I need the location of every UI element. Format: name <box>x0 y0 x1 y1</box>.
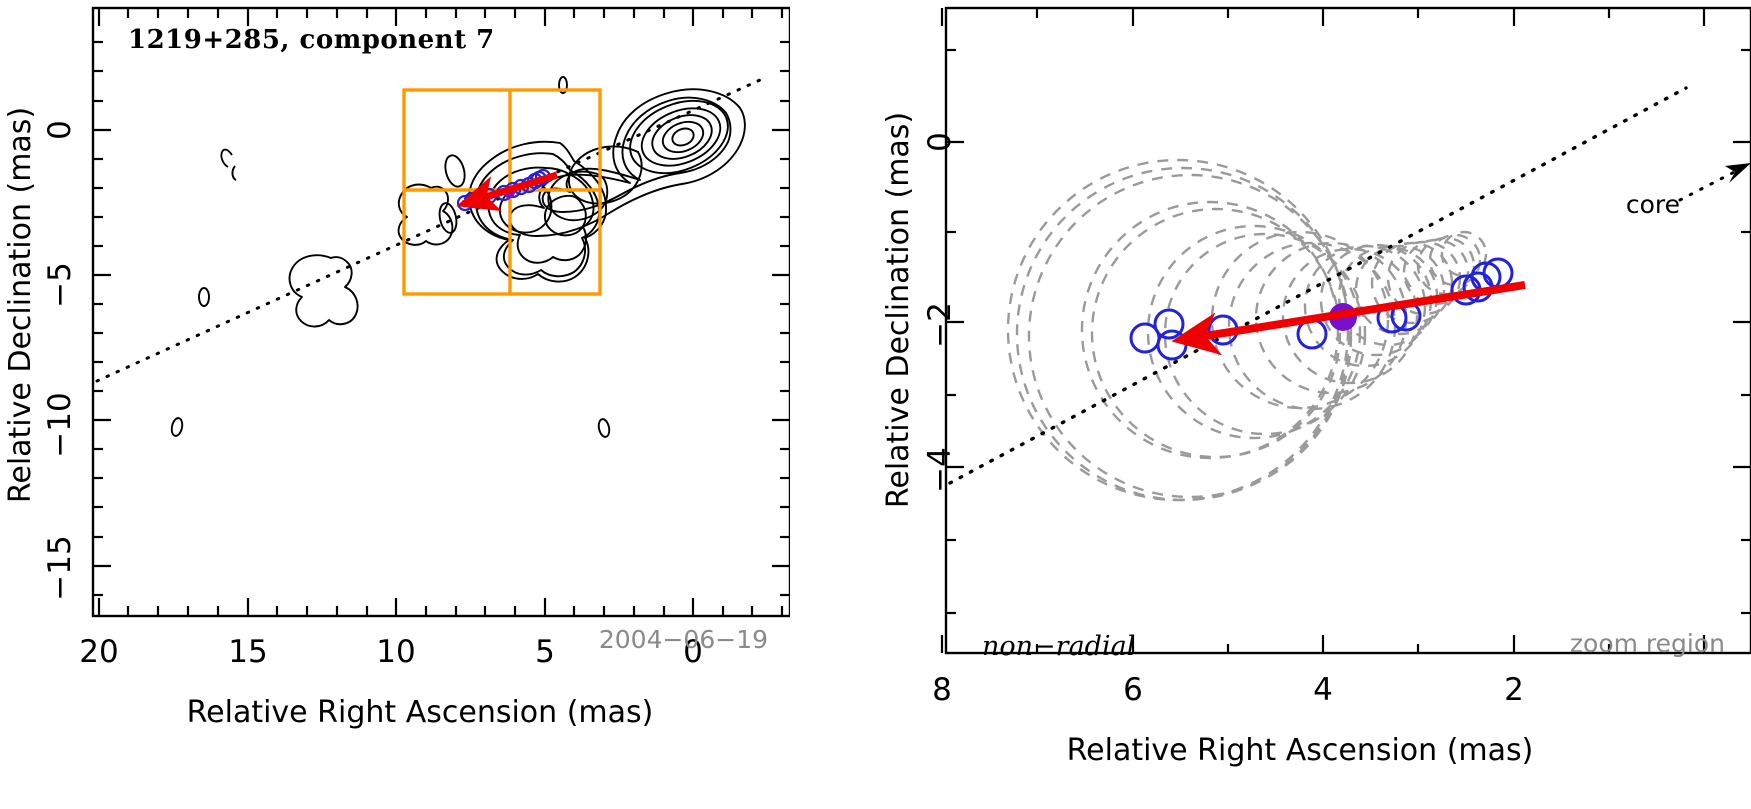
left-xtick-20: 20 <box>79 634 118 670</box>
right-y-axis-label: Relative Declination (mas) <box>881 112 916 508</box>
right-plot-frame <box>944 6 1751 655</box>
right-ytick-m2: −2 <box>922 302 958 348</box>
right-xtick-6: 6 <box>1123 672 1143 708</box>
left-xtick-10: 10 <box>376 634 415 670</box>
right-x-axis-label: Relative Right Ascension (mas) <box>1067 733 1534 768</box>
left-ytick-m5: −5 <box>42 262 78 308</box>
right-xtick-4: 4 <box>1313 672 1333 708</box>
left-ytick-m15: −15 <box>42 535 78 600</box>
left-x-axis-label: Relative Right Ascension (mas) <box>187 695 654 730</box>
left-plot-frame <box>91 6 790 618</box>
radio-contours <box>170 76 746 438</box>
left-y-axis-label: Relative Declination (mas) <box>3 107 38 503</box>
right-axis-ticks <box>940 8 1751 653</box>
jet-ridge-dotted-line <box>95 78 762 383</box>
core-arrow-shaft <box>1678 166 1744 202</box>
right-xtick-2: 2 <box>1504 672 1524 708</box>
core-direction-dotted-line <box>948 86 1688 485</box>
right-xtick-8: 8 <box>932 672 952 708</box>
left-axis-ticks <box>93 8 790 616</box>
left-panel-title: 1219+285, component 7 <box>128 25 495 55</box>
zoom-region-panel: Relative Declination (mas) 0 −2 −4 8 6 4… <box>880 0 1751 809</box>
motion-arrow-left <box>456 171 559 212</box>
core-direction-annotation: core <box>1626 163 1751 219</box>
left-ytick-m10: −10 <box>42 392 78 457</box>
left-ytick-0: 0 <box>42 120 78 140</box>
right-ytick-0: 0 <box>922 132 958 152</box>
left-xtick-15: 15 <box>228 634 267 670</box>
motion-type-label: non−radial <box>982 631 1135 662</box>
core-arrowhead <box>1725 163 1751 183</box>
right-ytick-m4: −4 <box>922 447 958 493</box>
left-xtick-0: 0 <box>683 634 703 670</box>
core-label: core <box>1626 190 1680 219</box>
contour-map-panel: Relative Declination (mas) 0 −5 −10 −15 … <box>0 0 790 809</box>
zoom-region-label: zoom region <box>1570 629 1725 658</box>
left-xtick-5: 5 <box>535 634 555 670</box>
observation-date-label: 2004−06−19 <box>599 625 768 654</box>
motion-arrow-right <box>1171 281 1526 356</box>
